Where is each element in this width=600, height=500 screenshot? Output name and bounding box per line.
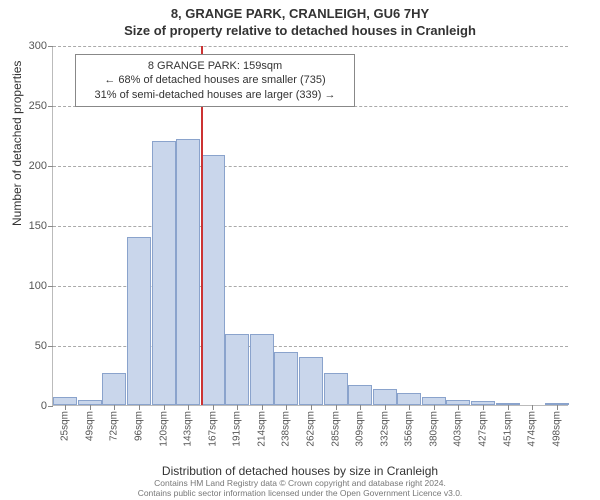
x-tick-mark bbox=[434, 405, 435, 410]
histogram-bar bbox=[422, 397, 446, 405]
x-tick-label: 285sqm bbox=[330, 411, 341, 447]
gridline bbox=[53, 166, 568, 167]
x-tick-mark bbox=[311, 405, 312, 410]
histogram-bar bbox=[324, 373, 348, 405]
x-axis-label: Distribution of detached houses by size … bbox=[0, 464, 600, 478]
x-tick-label: 427sqm bbox=[478, 411, 489, 447]
annotation-line: 31% of semi-detached houses are larger (… bbox=[84, 88, 346, 102]
x-tick-mark bbox=[508, 405, 509, 410]
x-tick-label: 96sqm bbox=[134, 411, 145, 441]
x-tick-mark bbox=[65, 405, 66, 410]
histogram-bar bbox=[127, 237, 151, 405]
plot-area: 05010015020025030025sqm49sqm72sqm96sqm12… bbox=[52, 46, 568, 406]
histogram-bar bbox=[397, 393, 421, 405]
y-tick-label: 250 bbox=[29, 100, 47, 112]
x-tick-label: 332sqm bbox=[379, 411, 390, 447]
x-tick-label: 309sqm bbox=[355, 411, 366, 447]
histogram-bar bbox=[102, 373, 126, 405]
x-tick-mark bbox=[90, 405, 91, 410]
x-tick-mark bbox=[458, 405, 459, 410]
chart-area: 05010015020025030025sqm49sqm72sqm96sqm12… bbox=[52, 46, 568, 406]
x-tick-label: 25sqm bbox=[60, 411, 71, 441]
histogram-bar bbox=[176, 139, 200, 405]
y-tick-mark bbox=[48, 346, 53, 347]
x-tick-mark bbox=[336, 405, 337, 410]
y-tick-mark bbox=[48, 166, 53, 167]
y-tick-label: 100 bbox=[29, 280, 47, 292]
x-tick-mark bbox=[385, 405, 386, 410]
x-tick-label: 380sqm bbox=[428, 411, 439, 447]
x-tick-mark bbox=[237, 405, 238, 410]
x-tick-label: 49sqm bbox=[84, 411, 95, 441]
x-tick-label: 451sqm bbox=[502, 411, 513, 447]
x-tick-label: 143sqm bbox=[183, 411, 194, 447]
footer-line1: Contains HM Land Registry data © Crown c… bbox=[0, 478, 600, 488]
x-tick-label: 403sqm bbox=[453, 411, 464, 447]
y-tick-label: 150 bbox=[29, 220, 47, 232]
histogram-bar bbox=[152, 141, 176, 405]
x-tick-mark bbox=[139, 405, 140, 410]
x-tick-label: 238sqm bbox=[281, 411, 292, 447]
histogram-bar bbox=[250, 334, 274, 405]
histogram-bar bbox=[53, 397, 77, 405]
histogram-bar bbox=[299, 357, 323, 405]
x-tick-mark bbox=[114, 405, 115, 410]
histogram-bar bbox=[225, 334, 249, 405]
x-tick-mark bbox=[188, 405, 189, 410]
annotation-box: 8 GRANGE PARK: 159sqm← 68% of detached h… bbox=[75, 54, 355, 107]
x-tick-mark bbox=[286, 405, 287, 410]
x-tick-mark bbox=[360, 405, 361, 410]
x-tick-label: 167sqm bbox=[207, 411, 218, 447]
y-tick-label: 200 bbox=[29, 160, 47, 172]
footer-line2: Contains public sector information licen… bbox=[0, 488, 600, 498]
footer-credits: Contains HM Land Registry data © Crown c… bbox=[0, 478, 600, 498]
y-axis-label: Number of detached properties bbox=[10, 61, 24, 226]
histogram-bar bbox=[274, 352, 298, 405]
x-tick-label: 72sqm bbox=[109, 411, 120, 441]
x-tick-label: 356sqm bbox=[404, 411, 415, 447]
annotation-line: ← 68% of detached houses are smaller (73… bbox=[84, 73, 346, 87]
y-tick-mark bbox=[48, 46, 53, 47]
x-tick-mark bbox=[532, 405, 533, 410]
title-main: 8, GRANGE PARK, CRANLEIGH, GU6 7HY bbox=[0, 0, 600, 21]
x-tick-mark bbox=[164, 405, 165, 410]
gridline bbox=[53, 46, 568, 47]
x-tick-label: 214sqm bbox=[256, 411, 267, 447]
y-tick-mark bbox=[48, 106, 53, 107]
histogram-bar bbox=[373, 389, 397, 405]
histogram-bar bbox=[201, 155, 225, 405]
y-tick-mark bbox=[48, 226, 53, 227]
x-tick-mark bbox=[213, 405, 214, 410]
title-sub: Size of property relative to detached ho… bbox=[0, 21, 600, 38]
annotation-line: 8 GRANGE PARK: 159sqm bbox=[84, 59, 346, 73]
histogram-bar bbox=[348, 385, 372, 405]
x-tick-mark bbox=[262, 405, 263, 410]
x-tick-mark bbox=[409, 405, 410, 410]
x-tick-label: 191sqm bbox=[232, 411, 243, 447]
x-tick-label: 262sqm bbox=[306, 411, 317, 447]
y-tick-mark bbox=[48, 286, 53, 287]
x-tick-label: 498sqm bbox=[551, 411, 562, 447]
x-tick-mark bbox=[483, 405, 484, 410]
y-tick-label: 50 bbox=[35, 340, 47, 352]
y-tick-label: 0 bbox=[41, 400, 47, 412]
x-tick-label: 474sqm bbox=[527, 411, 538, 447]
gridline bbox=[53, 226, 568, 227]
x-tick-mark bbox=[557, 405, 558, 410]
y-tick-mark bbox=[48, 406, 53, 407]
y-tick-label: 300 bbox=[29, 40, 47, 52]
x-tick-label: 120sqm bbox=[158, 411, 169, 447]
